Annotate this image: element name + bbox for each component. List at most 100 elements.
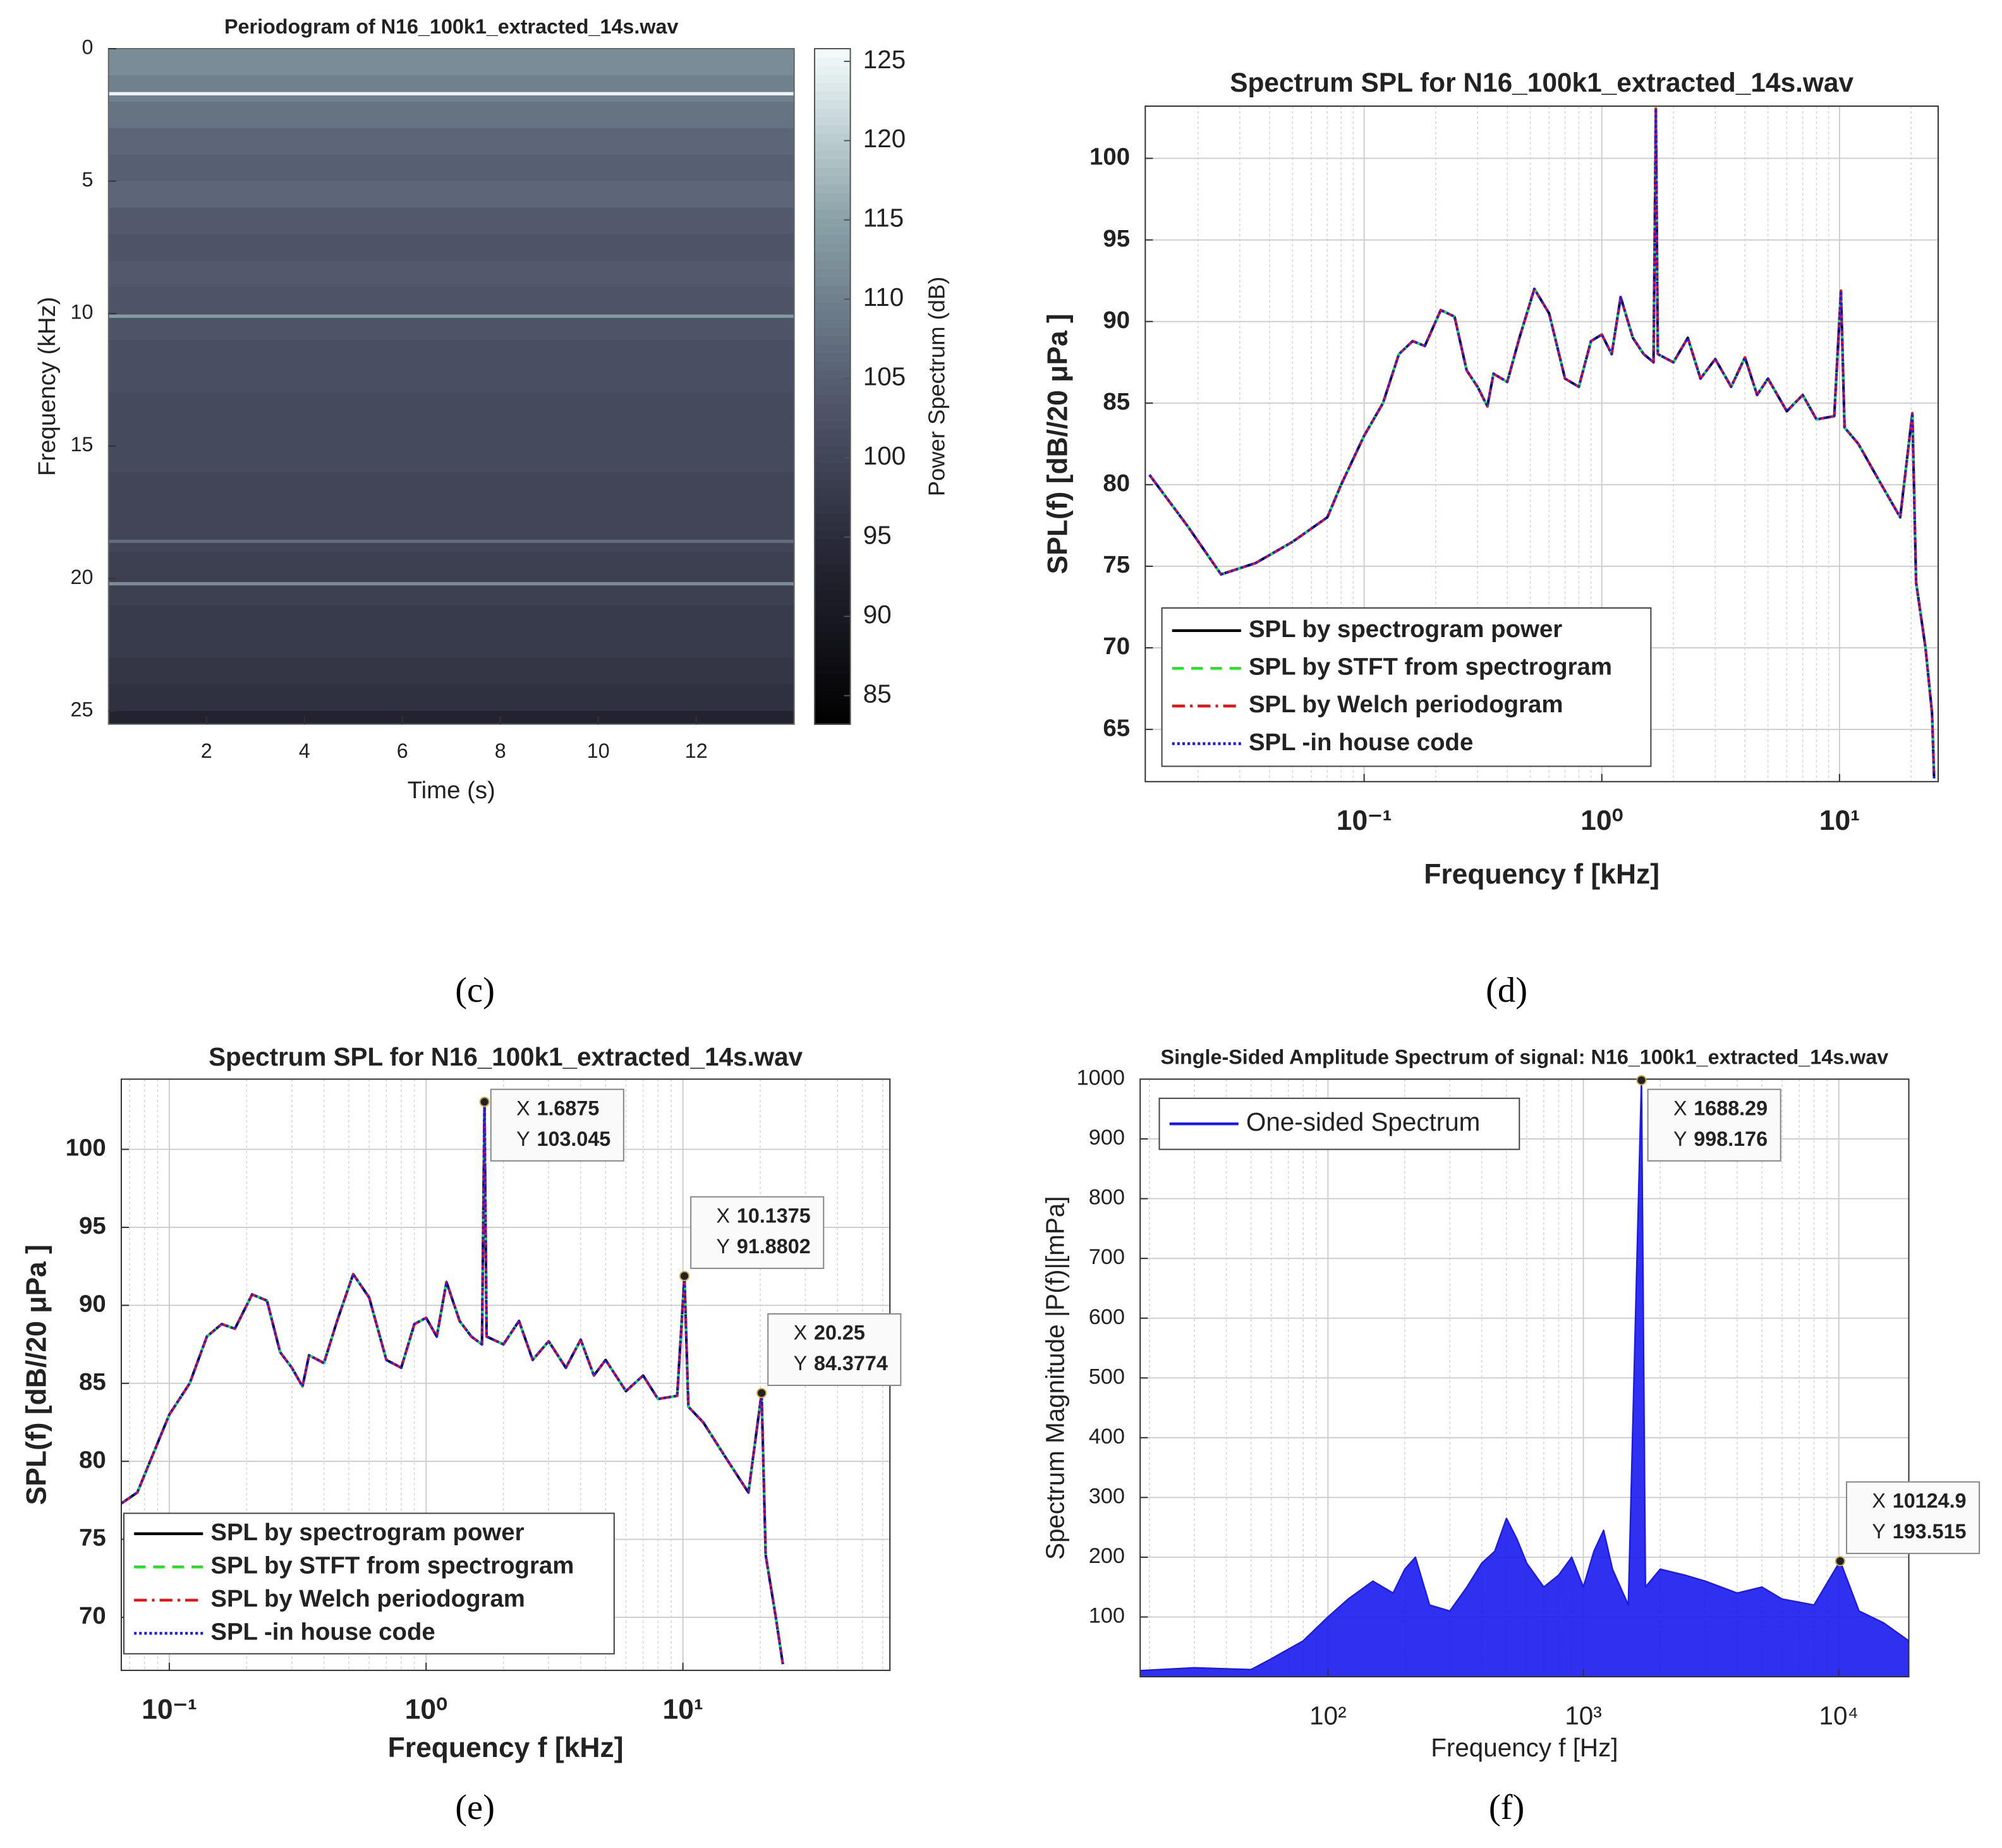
heatmap-cell [108, 75, 794, 102]
legend-label: SPL by spectrogram power [210, 1519, 524, 1546]
y-tick-label: 900 [1089, 1126, 1125, 1150]
plot [1140, 1079, 1909, 1677]
colorbar-step [815, 183, 851, 193]
heatmap-cell [108, 658, 794, 685]
colorbar-step [815, 158, 851, 168]
x-tick-label: 8 [495, 739, 506, 762]
datatip-box [1845, 1481, 1981, 1554]
colorbar-step [815, 496, 851, 506]
colorbar-step [815, 487, 851, 497]
heatmap-cell [108, 366, 794, 394]
y-tick-label: 75 [79, 1524, 106, 1552]
colorbar-step [815, 133, 851, 143]
colorbar-step [815, 479, 851, 489]
panel-label: (d) [1486, 971, 1527, 1010]
colorbar-step [815, 715, 851, 726]
colorbar-step [815, 698, 851, 708]
datatip-key: Y [717, 1235, 731, 1258]
y-tick-label: 400 [1089, 1425, 1125, 1449]
colorbar-step [815, 378, 851, 387]
colorbar-step [815, 209, 851, 219]
legend-label: SPL by Welch periodogram [210, 1585, 525, 1612]
x-tick-label: 10¹ [663, 1694, 703, 1725]
axes-frame [107, 48, 795, 725]
heatmap-cell [108, 710, 794, 724]
y-tick-label: 100 [1089, 143, 1130, 171]
x-tick-label: 4 [299, 739, 310, 762]
x-axis-label: Time (s) [408, 777, 495, 804]
datatip-box [690, 1196, 825, 1269]
y-tick-label: 20 [71, 566, 94, 588]
datatip-point [1636, 1075, 1647, 1086]
heatmap-cell [108, 631, 794, 659]
colorbar-step [815, 90, 851, 100]
x-tick-label: 10⁻¹ [142, 1694, 197, 1725]
y-tick-label: 80 [79, 1446, 106, 1473]
colorbar-step [815, 167, 851, 176]
legend-label: One-sided Spectrum [1246, 1107, 1480, 1136]
colorbar-step [815, 74, 851, 83]
colorbar-step [815, 141, 851, 151]
y-tick-label: 85 [79, 1368, 106, 1395]
colorbar-step [815, 150, 851, 159]
legend-label: SPL -in house code [210, 1618, 435, 1645]
tone-line [108, 539, 794, 544]
heatmap-cell [108, 234, 794, 262]
colorbar-step [815, 352, 851, 362]
colorbar-step [815, 580, 851, 590]
chart-title: Periodogram of N16_100k1_extracted_14s.w… [224, 15, 678, 38]
datatip-value: 10124.9 [1893, 1490, 1967, 1512]
datatip-value: 84.3774 [814, 1352, 888, 1375]
y-tick-label: 700 [1089, 1245, 1125, 1269]
colorbar-step [815, 471, 851, 480]
chart-title: Single-Sided Amplitude Spectrum of signa… [1161, 1046, 1889, 1069]
y-axis-label: Spectrum Magnitude |P(f)|[mPa] [1041, 1196, 1070, 1560]
colorbar-step [815, 125, 851, 134]
colorbar-step [815, 319, 851, 329]
colorbar-step [815, 673, 851, 683]
legend-label: SPL by spectrogram power [1249, 616, 1562, 643]
datatip-key: X [1872, 1490, 1886, 1512]
colorbar-step [815, 260, 851, 269]
y-tick-label: 85 [1103, 388, 1130, 415]
heatmap-cell [108, 49, 794, 76]
legend-label: SPL by STFT from spectrogram [1249, 653, 1612, 681]
legend-box [1161, 607, 1652, 767]
x-tick-label: 6 [397, 739, 408, 762]
colorbar-step [815, 656, 851, 666]
colorbar-step [815, 445, 851, 455]
colorbar-step [815, 276, 851, 286]
colorbar-step [815, 336, 851, 345]
legend-label: SPL by STFT from spectrogram [210, 1552, 574, 1579]
colorbar-step [815, 403, 851, 413]
y-tick-label: 10 [71, 301, 94, 324]
colorbar-tick-label: 110 [863, 283, 904, 312]
panel-label: (e) [455, 1788, 495, 1827]
heatmap-cell [108, 684, 794, 712]
datatip-value: 998.176 [1694, 1128, 1768, 1150]
y-axis-label: SPL(f) [dB//20 μPa ] [1043, 313, 1074, 574]
heatmap-cell [108, 207, 794, 235]
colorbar-step [815, 251, 851, 261]
x-tick-label: 10⁴ [1819, 1701, 1859, 1730]
colorbar-step [815, 99, 851, 109]
colorbar-step [815, 547, 851, 556]
colorbar-step [815, 226, 851, 236]
tone-line [108, 582, 794, 586]
datatip-value: 1688.29 [1694, 1097, 1768, 1120]
colorbar-step [815, 462, 851, 472]
colorbar-tick-label: 90 [863, 600, 892, 629]
legend-label: SPL -in house code [1249, 729, 1473, 756]
plot [108, 49, 794, 724]
colorbar-step [815, 361, 851, 370]
colorbar-step [815, 563, 851, 573]
datatip-key: Y [1673, 1128, 1687, 1150]
datatip-box [1647, 1088, 1781, 1162]
y-tick-label: 800 [1089, 1186, 1125, 1210]
panel-label: (f) [1489, 1788, 1525, 1827]
datatip-value: 10.1375 [737, 1205, 811, 1227]
colorbar-step [815, 285, 851, 295]
colorbar-tick-label: 100 [863, 441, 906, 470]
colorbar-step [815, 344, 851, 354]
colorbar-step [815, 369, 851, 379]
